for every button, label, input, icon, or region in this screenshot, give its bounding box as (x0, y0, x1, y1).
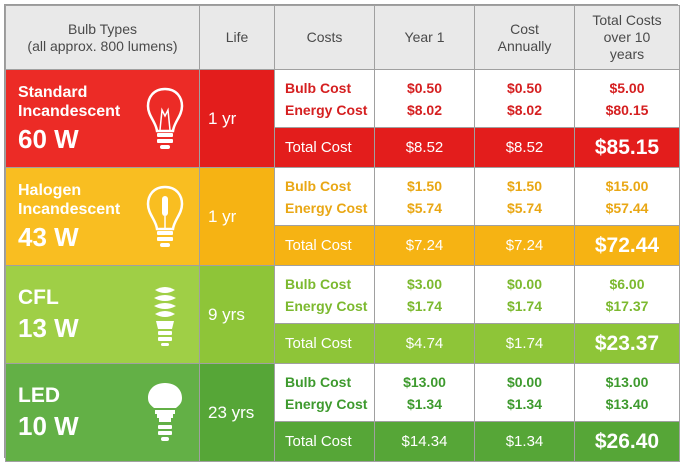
cost-labels: Bulb Cost Energy Cost (274, 167, 375, 226)
ten-year-costs: $13.00 $13.40 (574, 363, 680, 422)
cfl-cost-row: CFL 13 W 9 yrs Bulb Cost Energy Cost $3.0… (5, 265, 680, 364)
year1-costs: $0.50 $8.02 (374, 69, 475, 128)
bulb-name: Halogen Incandescent (18, 182, 121, 218)
header-total-10-years: Total Costs over 10 years (574, 5, 680, 70)
ten-year-costs: $6.00 $17.37 (574, 265, 680, 324)
bulb-wattage: 13 W (18, 313, 79, 343)
total-year1: $8.52 (374, 127, 475, 168)
cost-labels: Bulb Cost Energy Cost (274, 69, 375, 128)
cost-labels: Bulb Cost Energy Cost (274, 363, 375, 422)
year1-costs: $13.00 $1.34 (374, 363, 475, 422)
header-life: Life (199, 5, 275, 70)
incandescent-life: 1 yr (199, 69, 275, 168)
incandescent-total-row: Total Cost $8.52 $8.52 $85.15 (6, 127, 680, 168)
annual-costs: $1.50 $5.74 (474, 167, 575, 226)
cfl-life: 9 yrs (199, 265, 275, 364)
total-ten-year: $72.44 (574, 225, 680, 266)
bulb-name: CFL (18, 286, 59, 309)
annual-costs: $0.00 $1.34 (474, 363, 575, 422)
total-cost-label: Total Cost (274, 225, 375, 266)
total-year1: $14.34 (374, 421, 475, 462)
led-bulb-cell: LED 10 W (5, 363, 200, 462)
ten-year-costs: $5.00 $80.15 (574, 69, 680, 128)
total-annual: $1.34 (474, 421, 575, 462)
bulb-wattage: 10 W (18, 411, 79, 441)
total-cost-label: Total Cost (274, 323, 375, 364)
halogen-cost-row: Halogen Incandescent 43 W 1 yr Bulb Cost E… (5, 167, 680, 266)
bulb-name: LED (18, 384, 60, 407)
halogen-life: 1 yr (199, 167, 275, 266)
header-costs: Costs (274, 5, 375, 70)
total-ten-year: $26.40 (574, 421, 680, 462)
bulb-wattage: 60 W (18, 124, 79, 154)
halogen-total-row: Total Cost $7.24 $7.24 $72.44 (6, 225, 680, 266)
header-row: Bulb Types (all approx. 800 lumens) Life … (5, 5, 680, 70)
year1-costs: $1.50 $5.74 (374, 167, 475, 226)
header-year1: Year 1 (374, 5, 475, 70)
halogen-bulb-icon (146, 185, 184, 247)
cfl-bulb-cell: CFL 13 W (5, 265, 200, 364)
year1-costs: $3.00 $1.74 (374, 265, 475, 324)
annual-costs: $0.00 $1.74 (474, 265, 575, 324)
total-annual: $8.52 (474, 127, 575, 168)
total-cost-label: Total Cost (274, 127, 375, 168)
bulb-wattage: 43 W (18, 222, 79, 252)
cfl-bulb-icon (154, 286, 176, 346)
halogen-bulb-cell: Halogen Incandescent 43 W (5, 167, 200, 266)
total-ten-year: $85.15 (574, 127, 680, 168)
led-life: 23 yrs (199, 363, 275, 462)
led-total-row: Total Cost $14.34 $1.34 $26.40 (6, 421, 680, 462)
bulb-comparison-table: Bulb Types (all approx. 800 lumens) Life … (5, 5, 680, 462)
led-bulb-icon (148, 382, 182, 441)
bulb-name: Standard Incandescent (18, 84, 121, 120)
cost-labels: Bulb Cost Energy Cost (274, 265, 375, 324)
total-year1: $4.74 (374, 323, 475, 364)
total-year1: $7.24 (374, 225, 475, 266)
annual-costs: $0.50 $8.02 (474, 69, 575, 128)
header-cost-annually: Cost Annually (474, 5, 575, 70)
total-ten-year: $23.37 (574, 323, 680, 364)
led-cost-row: LED 10 W 23 yrs Bulb Cost Energy Cost $13… (5, 363, 680, 462)
ten-year-costs: $15.00 $57.44 (574, 167, 680, 226)
header-bulb-types: Bulb Types (all approx. 800 lumens) (5, 5, 200, 70)
total-cost-label: Total Cost (274, 421, 375, 462)
incandescent-bulb-icon (146, 87, 184, 149)
bulb-comparison-table-frame: Bulb Types (all approx. 800 lumens) Life … (4, 4, 680, 462)
total-annual: $7.24 (474, 225, 575, 266)
total-annual: $1.74 (474, 323, 575, 364)
incandescent-cost-row: Standard Incandescent 60 W 1 yr Bulb Cost… (5, 69, 680, 168)
incandescent-bulb-cell: Standard Incandescent 60 W (5, 69, 200, 168)
